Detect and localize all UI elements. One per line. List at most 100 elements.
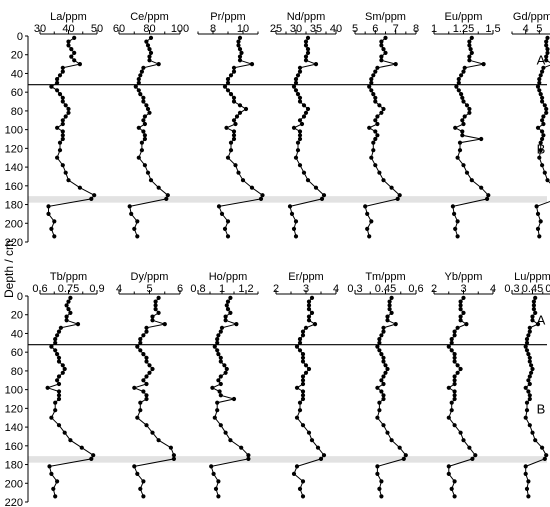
data-point xyxy=(56,374,62,379)
x-tick-label: 8 xyxy=(413,23,419,35)
data-point xyxy=(309,310,315,315)
data-point xyxy=(219,325,225,330)
unit-label-A: A xyxy=(537,52,546,67)
data-point xyxy=(467,106,472,112)
data-point xyxy=(460,118,465,123)
x-tick-label: 1.5 xyxy=(485,23,500,35)
data-point xyxy=(527,325,532,330)
series-title: Yb/ppm xyxy=(445,271,483,283)
data-point xyxy=(541,133,546,138)
data-point xyxy=(306,318,312,323)
data-point xyxy=(89,196,94,201)
data-point xyxy=(455,219,460,224)
data-point xyxy=(381,396,386,402)
data-point xyxy=(153,307,158,312)
data-point xyxy=(60,99,65,104)
data-point xyxy=(526,352,531,357)
data-point xyxy=(303,43,309,48)
data-point xyxy=(297,99,303,104)
data-point xyxy=(249,185,255,190)
data-point xyxy=(218,355,223,360)
data-point xyxy=(147,110,152,115)
data-point xyxy=(142,136,147,142)
data-point xyxy=(60,95,65,100)
depth-tick-label: 20 xyxy=(11,50,23,62)
data-point xyxy=(246,456,251,461)
shaded-band xyxy=(28,456,547,463)
data-point xyxy=(535,125,541,130)
data-point xyxy=(523,415,528,420)
data-point xyxy=(57,73,63,78)
x-tick-label: 4 xyxy=(523,23,529,35)
data-point xyxy=(138,486,143,491)
data-point xyxy=(449,408,454,413)
data-point xyxy=(295,140,301,145)
data-point xyxy=(231,65,237,70)
data-point xyxy=(297,340,303,345)
data-point xyxy=(375,415,380,420)
data-point xyxy=(300,374,306,379)
data-point xyxy=(540,99,545,104)
data-point xyxy=(377,103,382,108)
series-title: Er/ppm xyxy=(288,271,323,283)
data-point xyxy=(526,389,531,394)
depth-tick-label: 100 xyxy=(5,125,23,137)
data-point xyxy=(231,118,237,123)
data-point xyxy=(375,385,380,390)
data-point xyxy=(156,295,161,300)
data-point xyxy=(299,121,305,127)
data-point xyxy=(303,363,309,368)
data-point xyxy=(458,307,463,312)
data-point xyxy=(401,456,406,461)
series-eu: Eu/ppm 1 1.25 1.5 xyxy=(431,11,501,239)
depth-tick-label: 40 xyxy=(11,68,23,80)
data-point xyxy=(458,366,463,372)
data-point xyxy=(449,486,454,491)
data-point xyxy=(150,366,155,372)
data-point xyxy=(236,170,241,175)
data-point xyxy=(56,381,62,387)
data-point xyxy=(544,58,549,63)
data-point xyxy=(228,92,234,97)
data-point xyxy=(141,389,146,394)
depth-tick-label: 120 xyxy=(5,143,23,155)
depth-tick-label: 220 xyxy=(5,237,23,249)
data-point xyxy=(293,234,299,239)
data-point xyxy=(306,307,312,312)
data-point xyxy=(68,310,73,315)
data-point xyxy=(150,318,155,323)
data-point xyxy=(215,340,220,345)
data-point xyxy=(55,333,60,338)
data-point xyxy=(373,95,378,100)
data-point xyxy=(379,110,384,115)
data-point xyxy=(293,88,299,93)
depth-tick-label: 180 xyxy=(5,460,23,472)
depth-tick-label: 80 xyxy=(11,106,23,118)
data-point xyxy=(545,50,550,56)
data-point xyxy=(136,125,141,130)
depth-tick-label: 20 xyxy=(11,310,23,322)
data-point xyxy=(243,106,249,112)
data-point xyxy=(542,103,547,108)
data-point xyxy=(58,325,64,330)
data-point xyxy=(373,163,378,168)
data-point xyxy=(540,129,545,134)
series-line xyxy=(129,37,169,237)
data-point xyxy=(319,196,325,201)
data-point xyxy=(216,479,221,484)
data-point xyxy=(303,110,309,115)
data-point xyxy=(148,50,154,56)
data-point xyxy=(464,322,469,327)
data-point xyxy=(305,178,311,183)
data-point xyxy=(138,340,143,345)
data-point xyxy=(297,400,303,405)
data-point xyxy=(397,445,402,450)
data-point xyxy=(225,299,231,304)
data-point xyxy=(379,378,384,383)
x-tick-label: 0.3 xyxy=(347,283,362,295)
data-point xyxy=(64,303,69,308)
data-point xyxy=(387,303,392,308)
data-point xyxy=(461,163,466,168)
x-tick-label: 50 xyxy=(91,23,103,35)
series-line xyxy=(452,37,489,237)
